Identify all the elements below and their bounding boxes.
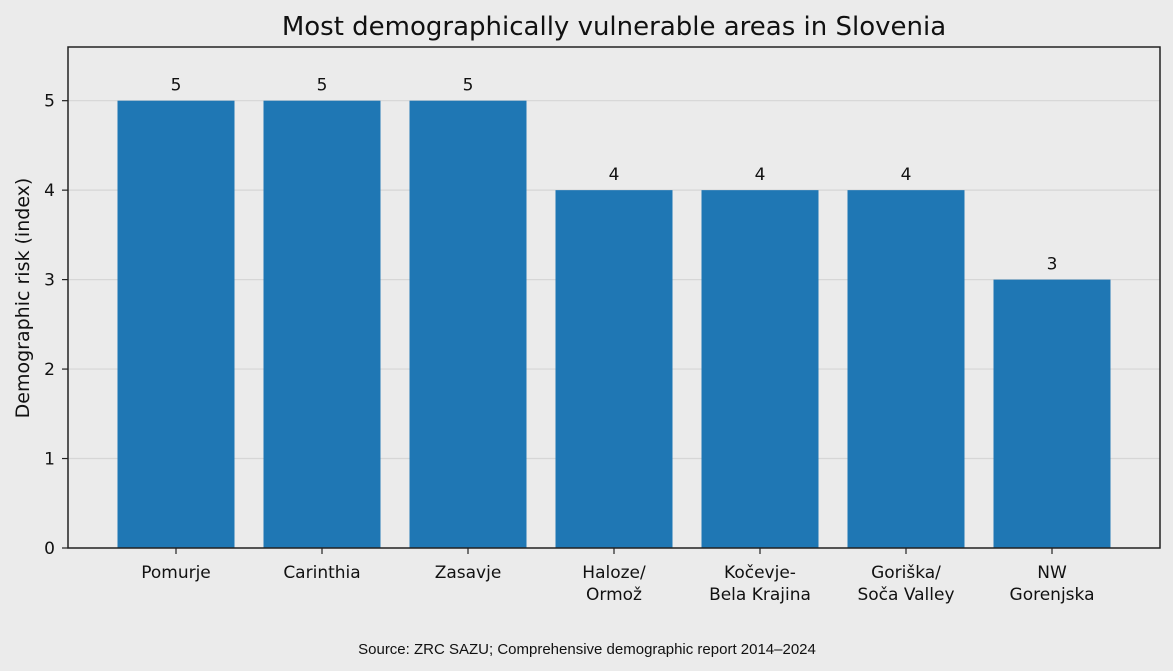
y-axis-ticks: 0 1 2 3 4 5 [44,92,68,559]
bar [409,100,527,548]
x-tick-label-line: Pomurje [141,563,211,583]
x-tick-label-line: Goriška/ [871,563,941,583]
y-tick-label: 4 [44,181,55,201]
data-label: 5 [463,76,474,96]
data-label: 3 [1047,255,1058,275]
y-tick-label: 2 [44,360,55,380]
x-tick-label: NW Gorenjska [1010,563,1095,605]
y-tick-label: 3 [44,271,55,291]
x-tick-label: Haloze/Ormož [582,563,646,605]
x-tick-label-line: Gorenjska [1010,585,1095,605]
x-tick-label-line: Carinthia [283,563,360,583]
x-tick-label: Carinthia [283,563,360,583]
y-tick-label: 5 [44,92,55,112]
x-tick-label-line: Soča Valley [857,585,954,605]
x-axis-ticks: Pomurje Carinthia Zasavje Haloze/Ormož Kočev… [141,548,1094,605]
x-tick-label: Goriška/Soča Valley [857,563,954,605]
x-tick-label-line: Kočevje- [724,563,796,583]
bar [263,100,381,548]
x-tick-label: Kočevje-Bela Krajina [709,563,811,605]
bar [117,100,235,548]
data-label: 4 [609,165,620,185]
x-tick-label: Pomurje [141,563,211,583]
source-note: Source: ZRC SAZU; Comprehensive demograp… [358,641,816,658]
bar [847,190,965,548]
data-label: 4 [901,165,912,185]
x-tick-label-line: NW [1037,563,1067,583]
data-labels: 5 5 5 4 4 4 3 [171,76,1058,275]
y-tick-label: 0 [44,539,55,559]
x-tick-label-line: Zasavje [435,563,502,583]
x-tick-label-line: Haloze/ [582,563,646,583]
x-tick-label-line: Bela Krajina [709,585,811,605]
bar [701,190,819,548]
data-label: 5 [171,76,182,96]
chart-title: Most demographically vulnerable areas in… [282,12,946,42]
y-axis-label: Demographic risk (index) [12,178,34,419]
bar [555,190,673,548]
data-label: 5 [317,76,328,96]
y-tick-label: 1 [44,450,55,470]
x-tick-label: Zasavje [435,563,502,583]
x-tick-label-line: Ormož [586,585,642,605]
data-label: 4 [755,165,766,185]
bar [993,279,1111,548]
bars [117,100,1111,548]
